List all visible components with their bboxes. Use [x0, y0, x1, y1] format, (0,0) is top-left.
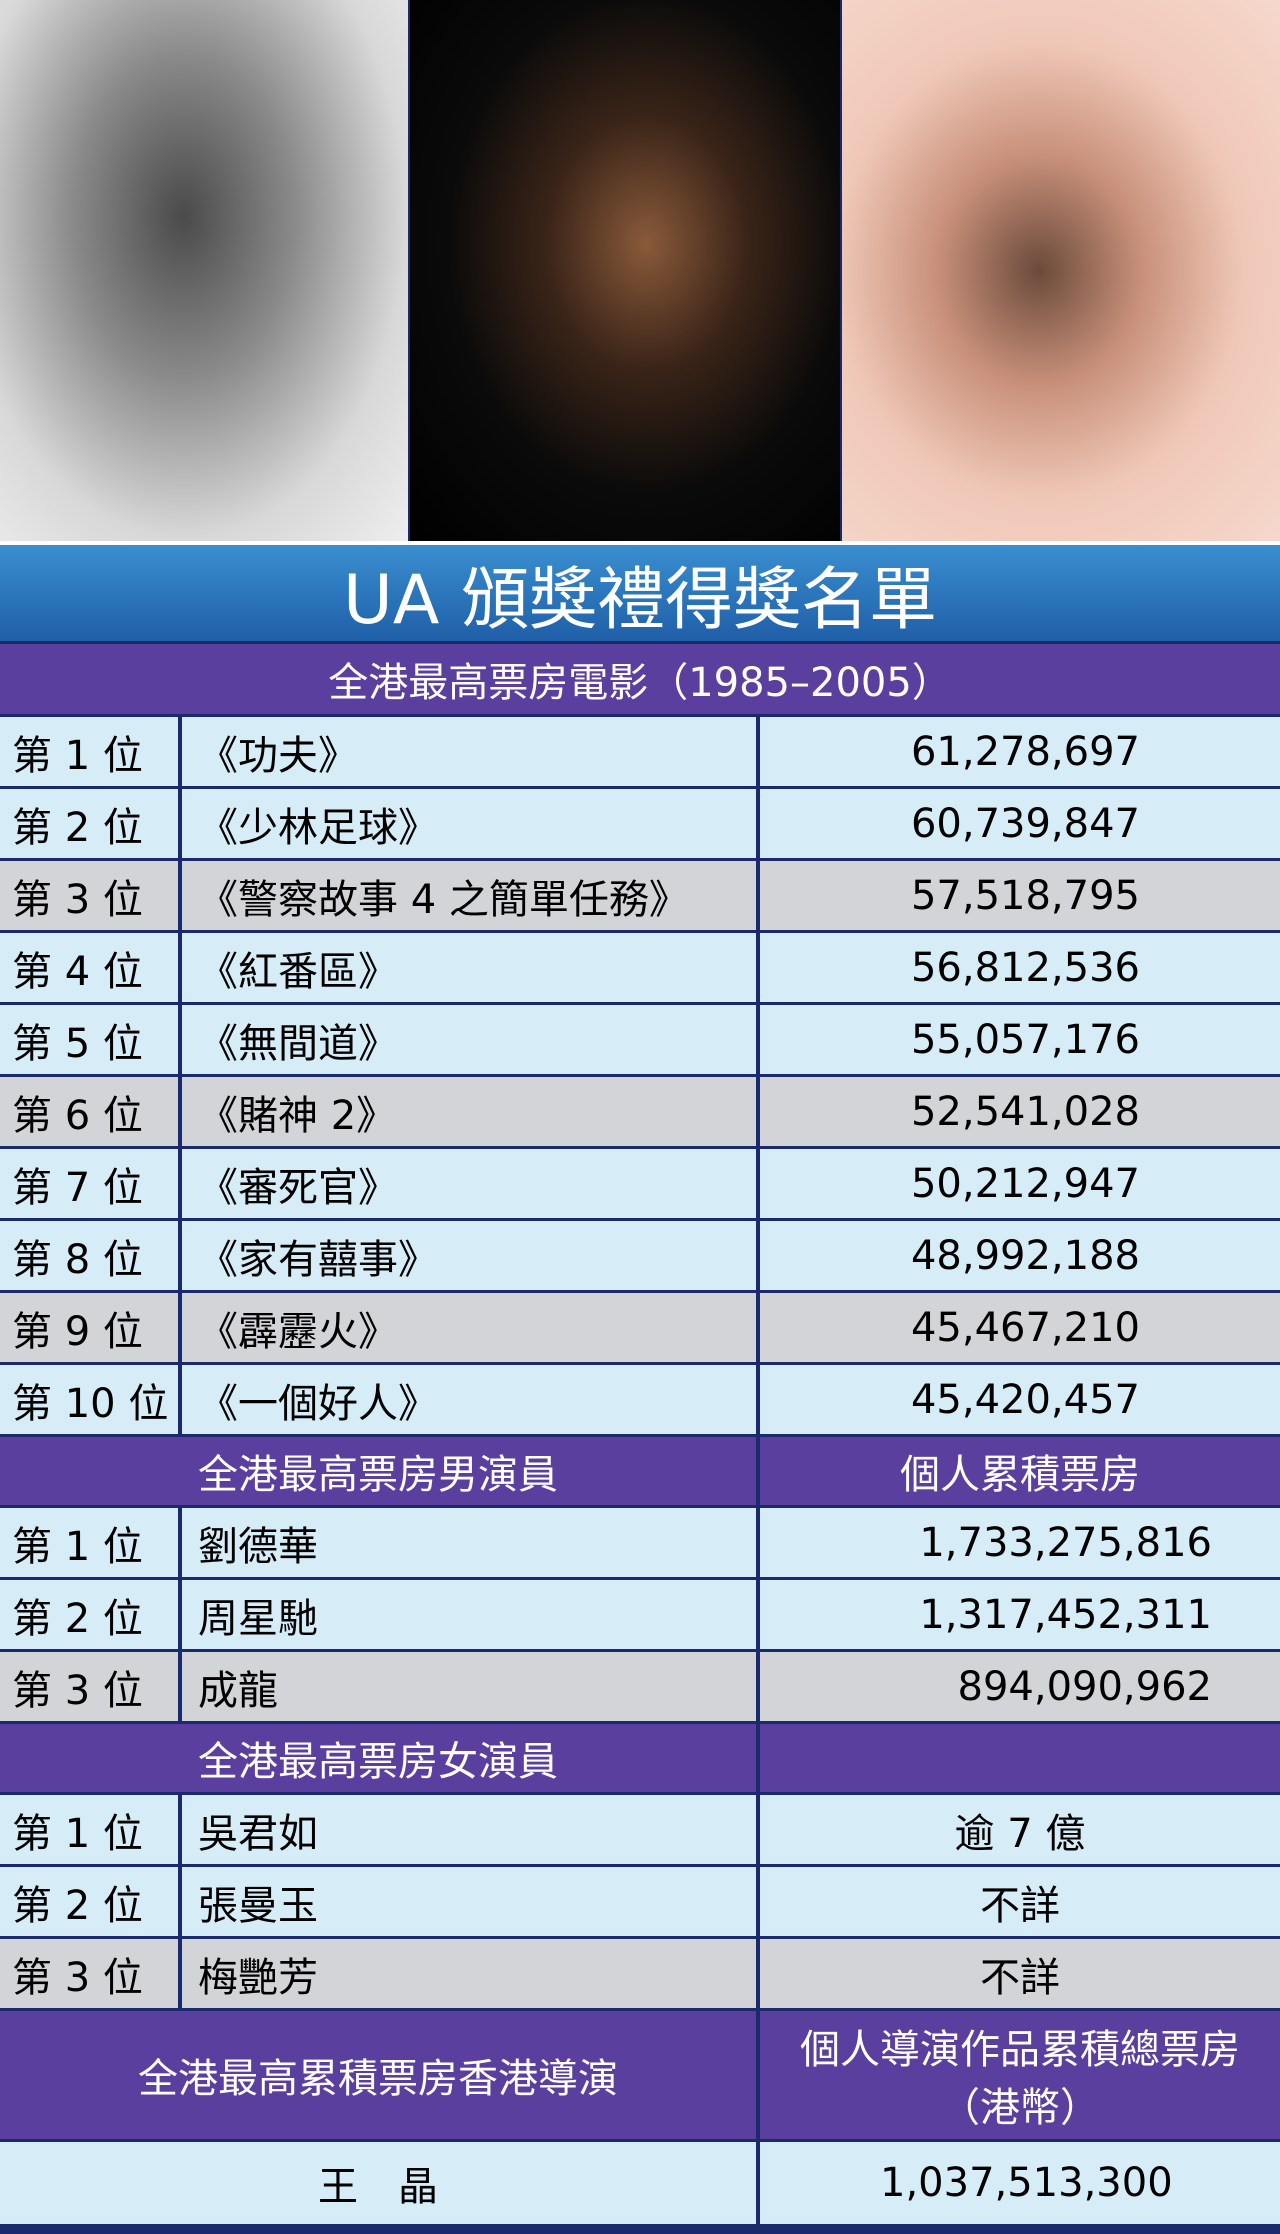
value-cell: 不詳 [760, 1867, 1280, 1936]
photo-1 [0, 0, 408, 541]
header-line: （港幣） [940, 2085, 1100, 2131]
name-cell: 劉德華 [182, 1508, 756, 1577]
value-cell: 48,992,188 [760, 1221, 1280, 1290]
rank-cell: 第 5 位 [0, 1005, 178, 1074]
rank-cell: 第 2 位 [0, 789, 178, 858]
name-cell: 王 晶 [0, 2142, 756, 2224]
value-cell: 逾 7 億 [760, 1795, 1280, 1864]
name-cell: 《賭神 2》 [182, 1077, 756, 1146]
name-cell: 《無間道》 [182, 1005, 756, 1074]
photo-2 [410, 0, 840, 541]
name-cell: 吳君如 [182, 1795, 756, 1864]
value-cell: 56,812,536 [760, 933, 1280, 1002]
section-header: 個人導演作品累積總票房 （港幣） [760, 2011, 1280, 2139]
value-cell: 61,278,697 [760, 717, 1280, 786]
value-cell: 1,317,452,311 [760, 1580, 1280, 1649]
section-header: 全港最高累積票房香港導演 [0, 2011, 756, 2139]
photo-3 [842, 0, 1280, 541]
value-cell: 1,733,275,816 [760, 1508, 1280, 1577]
rank-cell: 第 1 位 [0, 717, 178, 786]
header-line: 個人累積票房 [900, 1452, 1140, 1498]
name-cell: 梅艷芳 [182, 1939, 756, 2008]
value-cell: 57,518,795 [760, 861, 1280, 930]
section-header [760, 1724, 1280, 1792]
name-cell: 成龍 [182, 1652, 756, 1721]
rank-cell: 第 2 位 [0, 1580, 178, 1649]
rank-cell: 第 8 位 [0, 1221, 178, 1290]
section-header: 全港最高票房電影（1985–2005） [0, 644, 1280, 714]
value-cell: 45,467,210 [760, 1293, 1280, 1362]
name-cell: 張曼玉 [182, 1867, 756, 1936]
rank-cell: 第 7 位 [0, 1149, 178, 1218]
rank-cell: 第 3 位 [0, 861, 178, 930]
rank-cell: 第 4 位 [0, 933, 178, 1002]
name-cell: 《一個好人》 [182, 1365, 756, 1434]
value-cell: 50,212,947 [760, 1149, 1280, 1218]
name-cell: 《少林足球》 [182, 789, 756, 858]
value-cell: 55,057,176 [760, 1005, 1280, 1074]
name-cell: 《功夫》 [182, 717, 756, 786]
name-cell: 《審死官》 [182, 1149, 756, 1218]
value-cell: 1,037,513,300 [760, 2142, 1280, 2224]
name-cell: 《霹靂火》 [182, 1293, 756, 1362]
rank-cell: 第 2 位 [0, 1867, 178, 1936]
rank-cell: 第 3 位 [0, 1939, 178, 2008]
section-header: 個人累積票房 [760, 1437, 1280, 1505]
rank-cell: 第 10 位 [0, 1365, 178, 1434]
value-cell: 52,541,028 [760, 1077, 1280, 1146]
value-cell: 894,090,962 [760, 1652, 1280, 1721]
rank-cell: 第 1 位 [0, 1795, 178, 1864]
name-cell: 《紅番區》 [182, 933, 756, 1002]
rank-cell: 第 6 位 [0, 1077, 178, 1146]
value-cell: 45,420,457 [760, 1365, 1280, 1434]
name-cell: 《家有囍事》 [182, 1221, 756, 1290]
name-cell: 周星馳 [182, 1580, 756, 1649]
rank-cell: 第 1 位 [0, 1508, 178, 1577]
value-cell: 60,739,847 [760, 789, 1280, 858]
section-header: 全港最高票房女演員 [0, 1724, 756, 1792]
title-banner: UA 頒獎禮得獎名單 [0, 541, 1280, 641]
rank-cell: 第 3 位 [0, 1652, 178, 1721]
rank-cell: 第 9 位 [0, 1293, 178, 1362]
name-cell: 《警察故事 4 之簡單任務》 [182, 861, 756, 930]
section-header: 全港最高票房男演員 [0, 1437, 756, 1505]
value-cell: 不詳 [760, 1939, 1280, 2008]
header-line: 個人導演作品累積總票房 [800, 2027, 1240, 2073]
